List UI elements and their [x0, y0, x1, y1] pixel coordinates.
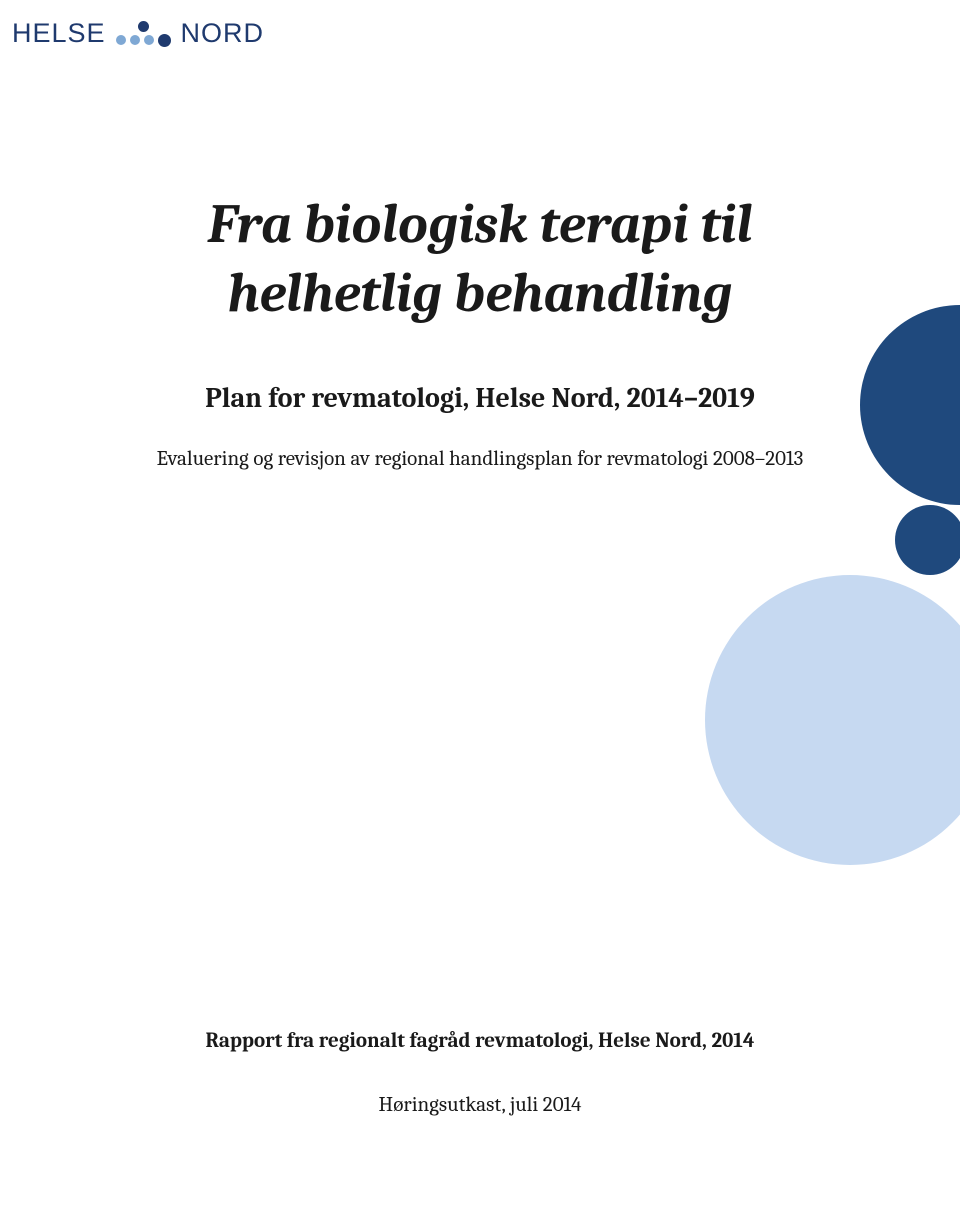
footer-block: Rapport fra regionalt fagråd revmatologi…: [0, 1029, 960, 1117]
title-line-1: Fra biologisk terapi til: [208, 192, 753, 256]
decorative-circle-light: [705, 575, 960, 865]
title-block: Fra biologisk terapi til helhetlig behan…: [0, 190, 960, 328]
title-line-2: helhetlig behandling: [228, 261, 733, 325]
subtitle-block: Plan for revmatologi, Helse Nord, 2014–2…: [0, 380, 960, 474]
evaluation-text: Evaluering og revisjon av regional handl…: [0, 446, 960, 473]
logo-dot-top: [138, 21, 149, 32]
footer-report-line: Rapport fra regionalt fagråd revmatologi…: [0, 1029, 960, 1053]
decorative-circle-small-dark: [895, 505, 960, 575]
logo: HELSE NORD: [12, 18, 264, 49]
logo-nord-text: NORD: [181, 18, 265, 49]
logo-dots-icon: [116, 21, 171, 47]
logo-dots-row: [116, 34, 171, 47]
document-title: Fra biologisk terapi til helhetlig behan…: [0, 190, 960, 328]
logo-dot-light: [116, 35, 126, 45]
logo-dot-dark: [158, 34, 171, 47]
logo-dot-light: [144, 35, 154, 45]
document-subtitle: Plan for revmatologi, Helse Nord, 2014–2…: [0, 380, 960, 416]
logo-dot-light: [130, 35, 140, 45]
logo-helse-text: HELSE: [12, 18, 106, 49]
footer-draft-line: Høringsutkast, juli 2014: [0, 1093, 960, 1117]
